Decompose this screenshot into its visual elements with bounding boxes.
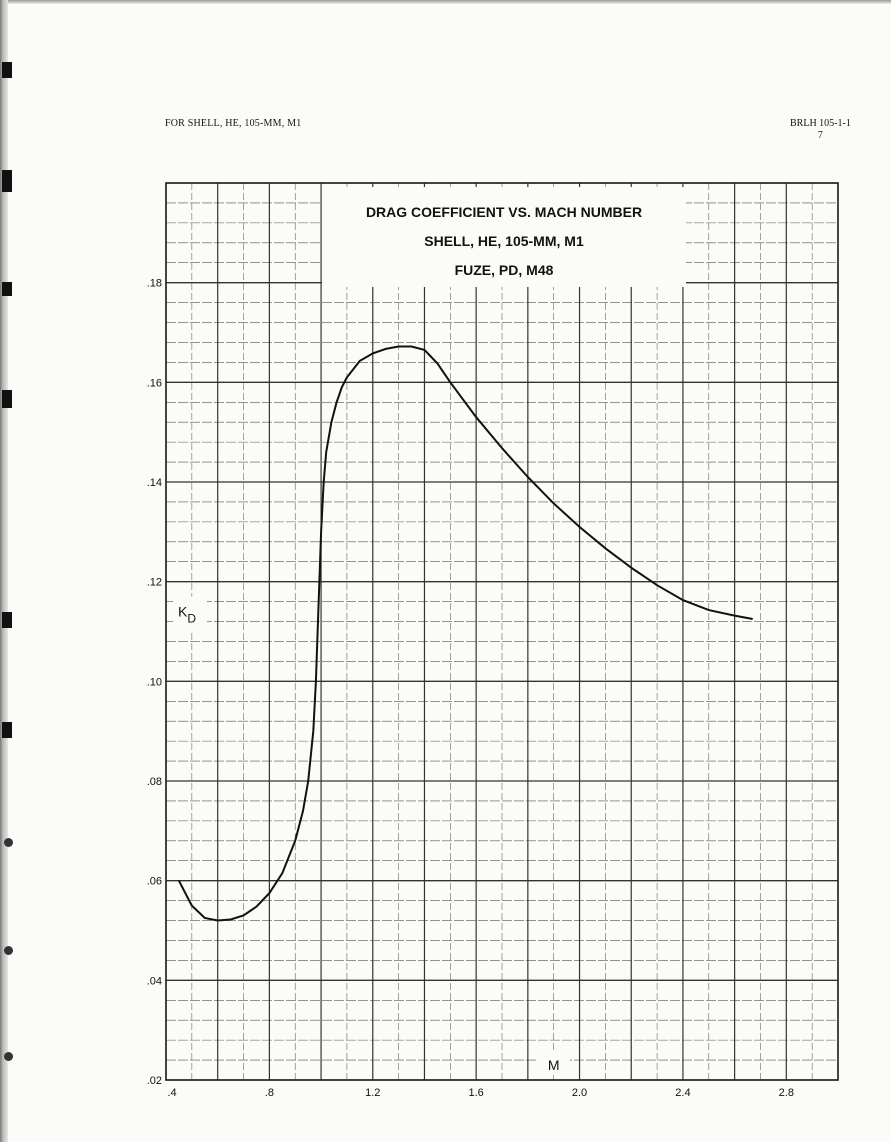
chart-subtitle-fuze: FUZE, PD, M48 (455, 262, 554, 278)
y-tick-label: .16 (147, 377, 162, 389)
y-tick-label: .12 (147, 577, 162, 589)
chart-subtitle-shell: SHELL, HE, 105-MM, M1 (424, 233, 584, 249)
x-tick-label: 1.2 (365, 1087, 380, 1099)
y-tick-label: .18 (147, 278, 162, 290)
report-number: BRLH 105-1-1 (790, 118, 851, 129)
punch-hole (4, 946, 13, 955)
grid (165, 182, 839, 1081)
binder-mark (2, 722, 12, 738)
page-number: 7 (817, 130, 823, 141)
y-axis-label: KD (178, 604, 196, 626)
binder-mark (2, 170, 12, 192)
y-axis-label-box (173, 596, 207, 631)
y-tick-label: .02 (147, 1075, 162, 1087)
x-tick-label: .4 (167, 1087, 176, 1099)
x-tick-label: 2.8 (779, 1087, 794, 1099)
scan-top-edge (0, 0, 891, 4)
x-axis-label: M (548, 1057, 560, 1073)
chart-title-box (322, 187, 686, 287)
y-tick-label: .10 (147, 676, 162, 688)
x-tick-label: .8 (265, 1087, 274, 1099)
x-axis-label-box (537, 1053, 570, 1075)
plot-frame (165, 182, 839, 1081)
y-tick-label: .08 (147, 776, 162, 788)
header-right: BRLH 105-1-1 7 (790, 118, 851, 142)
punch-hole (4, 838, 13, 847)
y-tick-label: .06 (147, 876, 162, 888)
binder-mark (2, 62, 12, 78)
binder-mark (2, 390, 12, 408)
y-tick-label: .04 (147, 975, 162, 987)
y-tick-label: .14 (147, 477, 162, 489)
ticks: .4 .8 1.2 1.6 2.0 2.4 2.8 .02 .04 .06 .08 .10 .12 .14… (147, 278, 794, 1099)
y-axis-label-main: K (178, 604, 188, 620)
scan-left-edge (0, 0, 8, 1142)
punch-hole (4, 1052, 13, 1061)
x-tick-label: 2.0 (572, 1087, 587, 1099)
binder-mark (2, 282, 12, 296)
y-axis-label-sub: D (187, 612, 196, 626)
header-left: FOR SHELL, HE, 105-MM, M1 (165, 118, 302, 129)
series-line (178, 345, 753, 922)
chart-title: DRAG COEFFICIENT VS. MACH NUMBER (366, 204, 642, 220)
binder-mark (2, 612, 12, 628)
x-tick-label: 1.6 (469, 1087, 484, 1099)
x-tick-label: 2.4 (675, 1087, 690, 1099)
